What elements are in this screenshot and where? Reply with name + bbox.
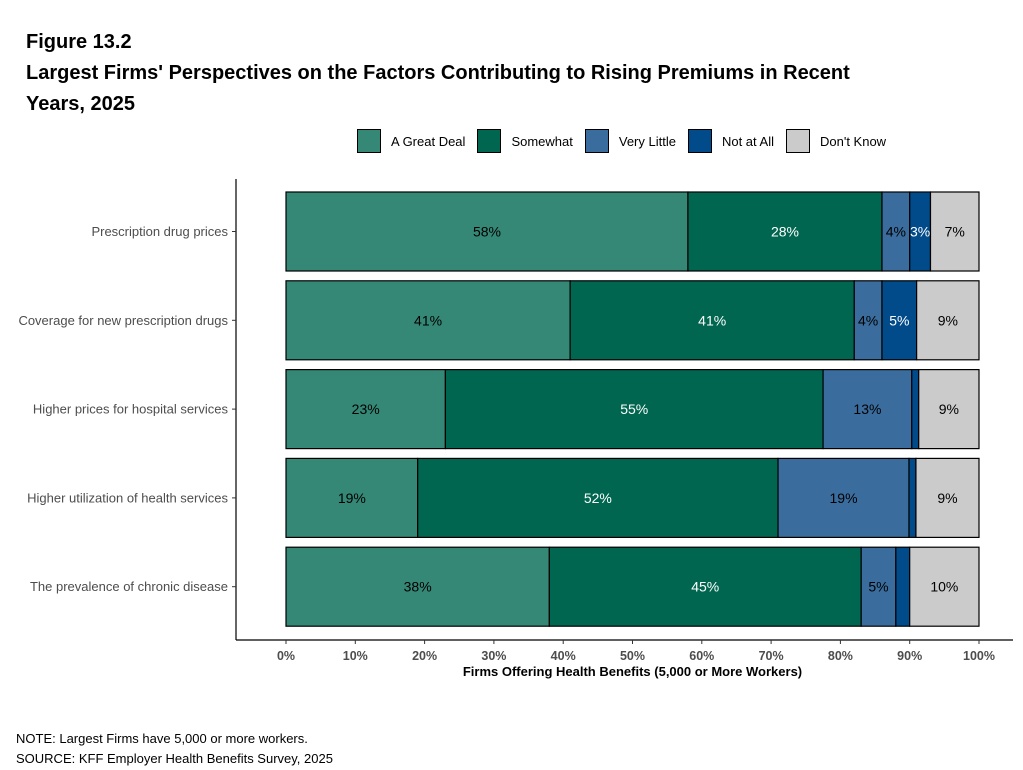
x-tick-label: 90% xyxy=(897,649,922,663)
bar-segment-don-t-know xyxy=(909,546,980,627)
bar-segment-not-at-all xyxy=(908,457,917,538)
x-axis-title: Firms Offering Health Benefits (5,000 or… xyxy=(463,664,802,679)
category-label: Higher prices for hospital services xyxy=(33,402,229,417)
stacked-bar-chart: 0% 10% 20% 30% 40% 50% 60% 70% 80% 90% 100% Firms O… xyxy=(18,179,1013,679)
data-label: 55% xyxy=(620,401,648,417)
data-label: 19% xyxy=(830,490,858,506)
x-tick-label: 40% xyxy=(551,649,576,663)
legend-label: Don't Know xyxy=(819,133,887,149)
data-label: 45% xyxy=(691,579,719,595)
data-label: 5% xyxy=(868,579,888,595)
legend-label: Somewhat xyxy=(511,133,573,149)
legend-label: Not at All xyxy=(721,133,774,149)
legend-swatch xyxy=(477,129,502,153)
footnotes: NOTE: Largest Firms have 5,000 or more w… xyxy=(16,729,333,769)
note-text: NOTE: Largest Firms have 5,000 or more w… xyxy=(16,731,308,746)
legend-item-a-great-deal: A Great Deal xyxy=(357,129,465,153)
data-label: 4% xyxy=(858,312,878,328)
data-label: 52% xyxy=(584,490,612,506)
x-tick-label: 100% xyxy=(963,649,995,663)
data-label: 23% xyxy=(352,401,380,417)
x-tick-label: 70% xyxy=(759,649,784,663)
data-label: 9% xyxy=(937,490,957,506)
x-tick-label: 80% xyxy=(828,649,853,663)
data-label: 5% xyxy=(889,312,909,328)
legend-item-somewhat: Somewhat xyxy=(477,129,573,153)
bar-segment-somewhat xyxy=(444,369,824,450)
legend-swatch xyxy=(357,129,381,153)
data-label: 19% xyxy=(338,490,366,506)
legend: A Great Deal Somewhat Very Little Not at Al… xyxy=(357,128,898,154)
category-label: Prescription drug prices xyxy=(91,224,228,239)
x-tick-label: 30% xyxy=(481,649,506,663)
source-text: SOURCE: KFF Employer Health Benefits Sur… xyxy=(16,751,333,766)
legend-swatch xyxy=(785,129,810,153)
legend-item-not-at-all: Not at All xyxy=(687,129,774,153)
bar-segment-somewhat xyxy=(687,191,883,272)
data-label: 10% xyxy=(930,579,958,595)
figure-number: Figure 13.2 xyxy=(26,31,132,53)
bar-segment-very-little xyxy=(853,280,883,361)
bar-segment-don-t-know xyxy=(916,280,980,361)
x-tick-label: 60% xyxy=(689,649,714,663)
bar-segment-somewhat xyxy=(548,546,862,627)
data-label: 7% xyxy=(945,224,965,240)
bar-segment-a-great-deal xyxy=(285,546,550,627)
x-tick-label: 0% xyxy=(277,649,295,663)
data-label: 9% xyxy=(938,312,958,328)
bar-segment-not-at-all xyxy=(881,280,918,361)
bar-segment-a-great-deal xyxy=(285,457,419,538)
data-label: 41% xyxy=(414,312,442,328)
data-label: 3% xyxy=(910,224,930,240)
bar-segment-not-at-all xyxy=(911,369,920,450)
data-label: 58% xyxy=(473,224,501,240)
data-label: 28% xyxy=(771,224,799,240)
bar-segment-don-t-know xyxy=(929,191,980,272)
data-label: 4% xyxy=(886,224,906,240)
chart-title-continued: Years, 2025 xyxy=(26,93,135,115)
bar-segment-a-great-deal xyxy=(285,191,689,272)
data-label: 13% xyxy=(853,401,881,417)
legend-label: Very Little xyxy=(618,133,676,149)
category-label: Coverage for new prescription drugs xyxy=(18,313,228,328)
legend-item-very-little: Very Little xyxy=(584,129,676,153)
legend-swatch xyxy=(687,129,712,153)
data-label: 38% xyxy=(404,579,432,595)
data-label: 9% xyxy=(939,401,959,417)
chart-title: Largest Firms' Perspectives on the Facto… xyxy=(26,62,850,84)
legend-item-don-t-know: Don't Know xyxy=(785,129,887,153)
bar-segment-somewhat xyxy=(569,280,855,361)
category-label: The prevalence of chronic disease xyxy=(30,579,228,594)
bar-segment-don-t-know xyxy=(918,369,980,450)
bar-segment-very-little xyxy=(822,369,913,450)
x-tick-label: 10% xyxy=(343,649,368,663)
bar-segment-don-t-know xyxy=(915,457,980,538)
x-tick-label: 20% xyxy=(412,649,437,663)
bar-segment-not-at-all xyxy=(895,546,911,627)
bar-segment-a-great-deal xyxy=(285,369,446,450)
bar-segment-a-great-deal xyxy=(285,280,571,361)
x-tick-label: 50% xyxy=(620,649,645,663)
legend-swatch xyxy=(584,129,609,153)
category-label: Higher utilization of health services xyxy=(27,490,228,505)
data-label: 41% xyxy=(698,312,726,328)
legend-label: A Great Deal xyxy=(391,133,466,149)
